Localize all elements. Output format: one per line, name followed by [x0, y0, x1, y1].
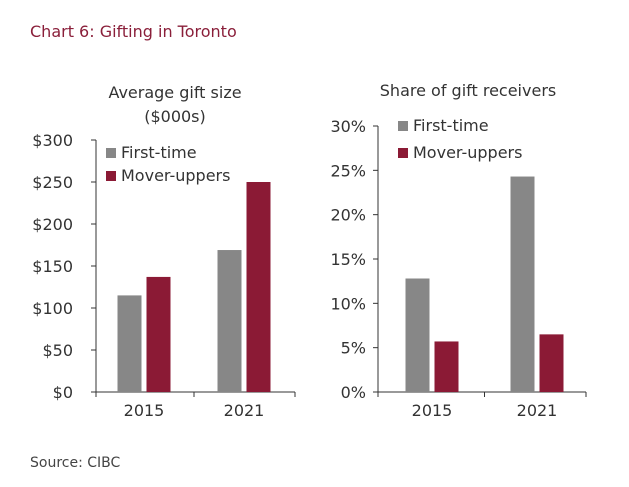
y-tick-label: 30% — [330, 117, 366, 136]
y-tick-label: $50 — [42, 341, 73, 360]
bar-first-time-2015 — [117, 295, 142, 392]
figure-title: Chart 6: Gifting in Toronto — [30, 22, 237, 41]
y-tick-label: $0 — [53, 383, 73, 402]
legend-label: First-time — [413, 116, 489, 135]
bar-mover-uppers-2021 — [246, 182, 271, 392]
y-tick-label: $150 — [32, 257, 73, 276]
bar-first-time-2021 — [510, 176, 535, 392]
y-tick-label: 0% — [341, 383, 366, 402]
chart-title: Share of gift receivers — [380, 81, 556, 100]
y-tick-label: 5% — [341, 339, 366, 358]
y-tick-label: $250 — [32, 173, 73, 192]
legend-swatch — [398, 148, 408, 158]
y-tick-label: 25% — [330, 161, 366, 180]
chart-title: ($000s) — [144, 107, 206, 126]
average-gift-size-chart: Average gift size ($000s) $0 $50 $100 $150 $20… — [32, 83, 296, 420]
legend-swatch — [106, 148, 116, 158]
y-tick-label: 20% — [330, 206, 366, 225]
y-tick-label: $200 — [32, 215, 73, 234]
bar-mover-uppers-2015 — [434, 341, 459, 392]
legend-label: First-time — [121, 143, 197, 162]
y-tick-label: 10% — [330, 294, 366, 313]
bar-first-time-2015 — [405, 278, 430, 392]
y-tick-label: $100 — [32, 299, 73, 318]
legend-label: Mover-uppers — [413, 143, 522, 162]
bar-first-time-2021 — [217, 250, 242, 392]
bar-mover-uppers-2015 — [146, 276, 171, 392]
bar-mover-uppers-2021 — [539, 334, 564, 392]
x-tick-label: 2021 — [224, 401, 265, 420]
chart-title: Average gift size — [108, 83, 241, 102]
x-tick-label: 2015 — [412, 401, 453, 420]
legend-label: Mover-uppers — [121, 166, 230, 185]
x-tick-label: 2021 — [517, 401, 558, 420]
y-tick-label: $300 — [32, 131, 73, 150]
y-tick-label: 15% — [330, 250, 366, 269]
x-tick-label: 2015 — [124, 401, 165, 420]
source-note: Source: CIBC — [30, 455, 121, 471]
legend-swatch — [106, 171, 116, 181]
share-of-gift-receivers-chart: Share of gift receivers 0% 5% 10% 15% 20% 25% 3… — [330, 81, 587, 420]
legend-swatch — [398, 121, 408, 131]
